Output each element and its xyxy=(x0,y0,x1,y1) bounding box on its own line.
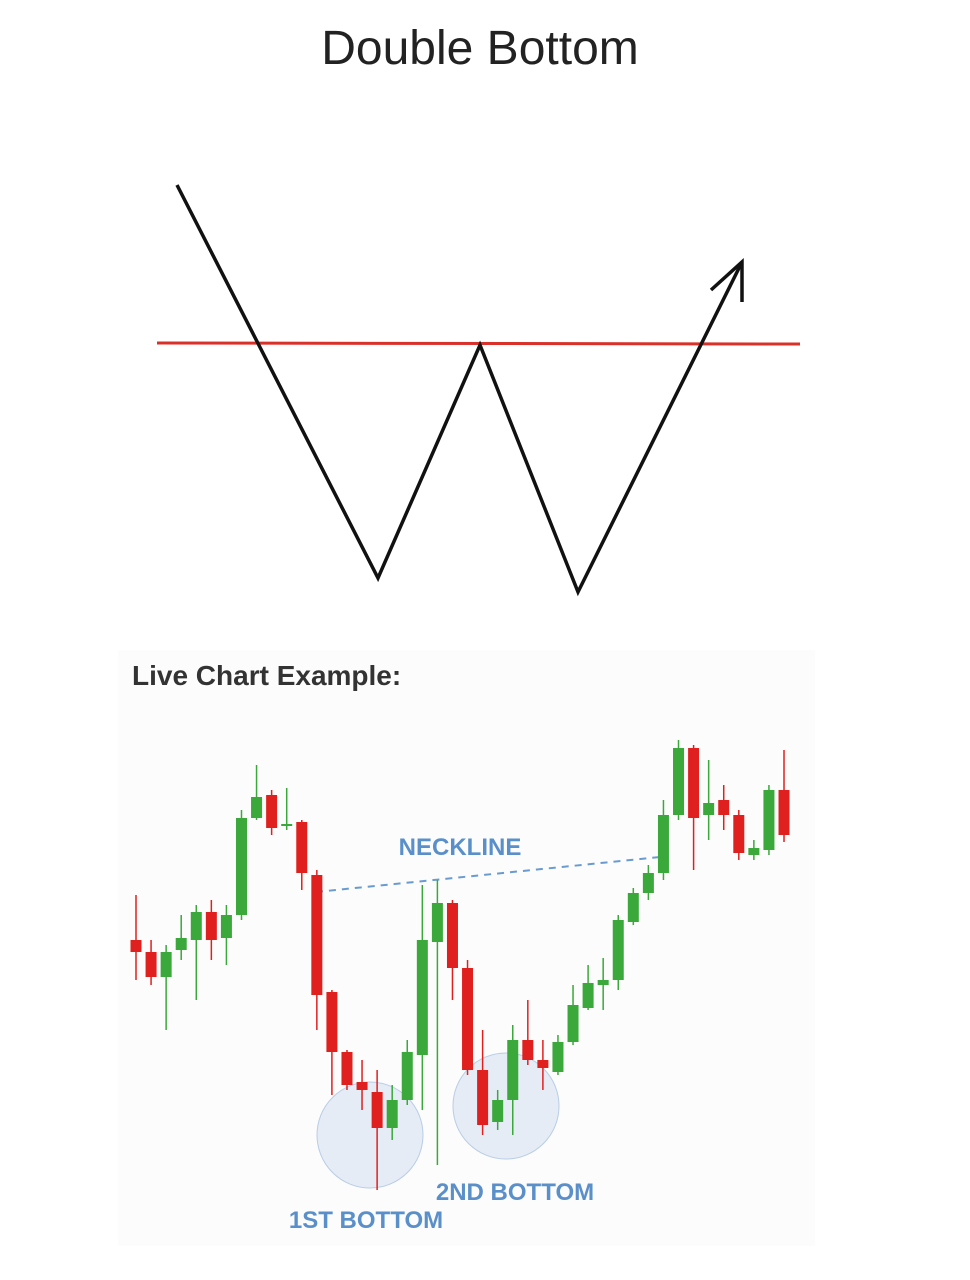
candle-body xyxy=(386,1100,398,1128)
candle-body xyxy=(492,1100,504,1122)
annotation: NECKLINE xyxy=(399,834,522,861)
candle-body xyxy=(522,1040,534,1060)
candle-body xyxy=(537,1060,549,1068)
candle-body xyxy=(431,903,443,942)
arrow-head xyxy=(709,258,744,302)
candle-body xyxy=(477,1070,489,1125)
neckline-red xyxy=(156,341,801,346)
candle-body xyxy=(296,822,308,873)
candle-body xyxy=(356,1082,368,1090)
candle-body xyxy=(582,983,594,1008)
candle-body xyxy=(235,818,247,915)
candle-body xyxy=(612,920,624,980)
annotation: 1ST BOTTOM xyxy=(289,1207,443,1234)
candle-body xyxy=(446,903,458,968)
candle-body xyxy=(371,1092,383,1128)
candle-body xyxy=(341,1052,353,1085)
candle-body xyxy=(597,980,609,985)
candle-body xyxy=(778,790,790,835)
candle-body xyxy=(326,992,338,1052)
candle-body xyxy=(251,797,263,818)
candle-body xyxy=(688,748,700,818)
candle-body xyxy=(627,893,639,922)
title: Double Bottom xyxy=(321,22,639,75)
candle-body xyxy=(748,848,760,855)
candle-body xyxy=(657,815,669,873)
candle-body xyxy=(220,915,232,938)
candle-body xyxy=(401,1052,413,1100)
candle-body xyxy=(130,940,142,952)
neckline-dashed xyxy=(315,856,661,893)
candle-body xyxy=(311,875,323,995)
candle-body xyxy=(281,824,293,826)
candle-body xyxy=(416,940,428,1055)
w-diagram xyxy=(156,184,801,597)
candle-body xyxy=(642,873,654,893)
subtitle: Live Chart Example: xyxy=(132,660,401,691)
candle-body xyxy=(552,1042,564,1072)
chart-panel xyxy=(118,650,815,1246)
candle-body xyxy=(266,795,278,828)
candle-body xyxy=(205,912,217,940)
candle-body xyxy=(763,790,775,850)
candle-chart xyxy=(130,740,790,1190)
candle-body xyxy=(160,952,172,977)
candle-body xyxy=(507,1040,519,1100)
candle-body xyxy=(567,1005,579,1042)
candle-body xyxy=(145,952,157,977)
candle-body xyxy=(718,800,730,815)
candle-body xyxy=(190,912,202,940)
candle-body xyxy=(733,815,745,853)
w-path xyxy=(175,184,744,597)
candle-body xyxy=(703,803,715,815)
candle-body xyxy=(175,938,187,950)
candle-body xyxy=(462,968,474,1070)
candle-body xyxy=(673,748,685,815)
annotation: 2ND BOTTOM xyxy=(436,1179,594,1206)
